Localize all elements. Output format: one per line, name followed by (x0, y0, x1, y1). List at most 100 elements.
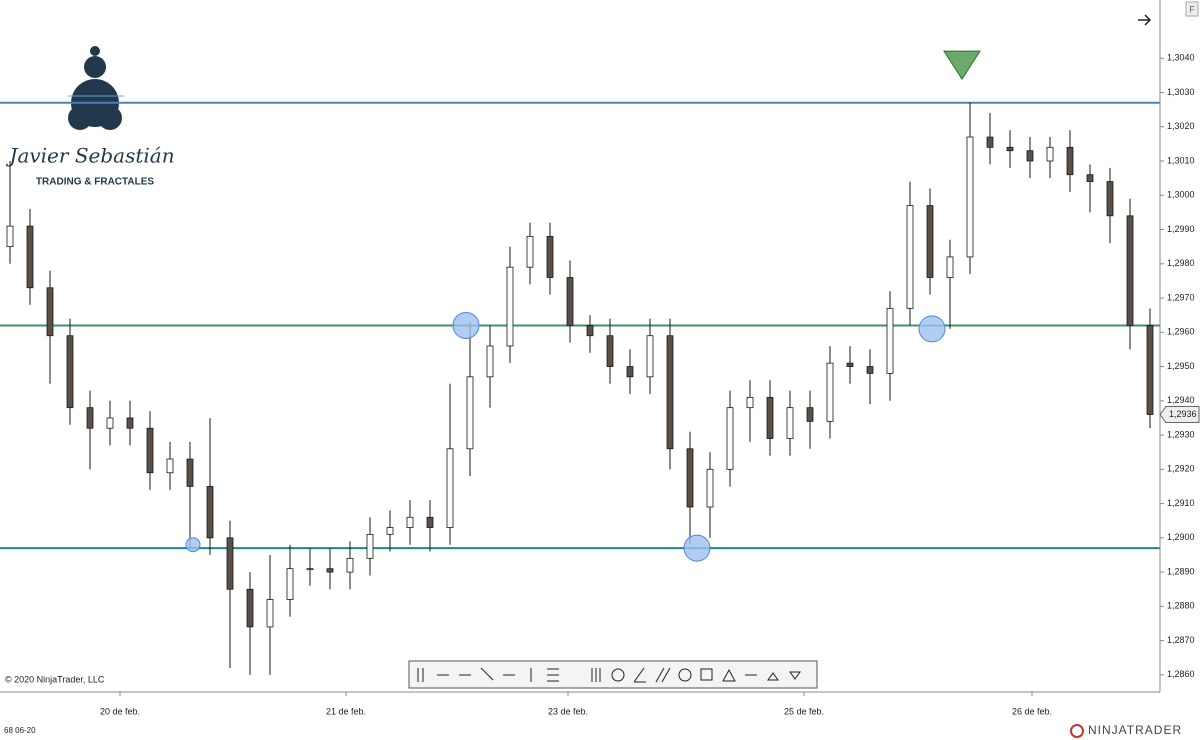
y-tick-label: 1,3010 (1167, 155, 1195, 165)
candle-body (1146, 325, 1154, 415)
candle-body (406, 516, 414, 528)
toolbar-icon[interactable] (678, 668, 692, 682)
candle-body (346, 557, 354, 573)
y-tick-label: 1,2990 (1167, 224, 1195, 234)
candle-body (626, 366, 634, 378)
price-circle (452, 311, 480, 339)
footer-left: 68 06-20 (4, 726, 36, 735)
candle-body (66, 335, 74, 409)
y-tick-label: 1,2910 (1167, 498, 1195, 508)
candle-body (1066, 146, 1074, 176)
candle-body (486, 345, 494, 378)
brand: NINJATRADER (1088, 723, 1182, 737)
candle-body (706, 468, 714, 508)
price-circle (918, 315, 946, 343)
candle-body (366, 534, 374, 559)
candle-body (326, 568, 334, 573)
candle-body (146, 427, 154, 474)
x-tick-label: 25 de feb. (784, 706, 824, 716)
candle-body (266, 599, 274, 628)
logo-name: Javier Sebastián (5, 144, 174, 168)
candle-body (906, 205, 914, 309)
y-tick-label: 1,2950 (1167, 361, 1195, 371)
last-price-label: 1,2936 (1169, 409, 1197, 419)
candle-body (446, 448, 454, 528)
candle-body (646, 335, 654, 378)
candle-body (886, 307, 894, 374)
copyright: © 2020 NinjaTrader, LLC (5, 674, 105, 684)
candle-body (186, 458, 194, 487)
candle-body (526, 235, 534, 268)
y-tick-label: 1,3040 (1167, 53, 1195, 63)
candle-body (286, 568, 294, 600)
candle-body (166, 458, 174, 474)
logo: Javier Sebastián TRADING & FRACTALES (5, 46, 175, 188)
y-tick-label: 1,2890 (1167, 566, 1195, 576)
candle-body (46, 287, 54, 337)
arrow-icon[interactable] (1138, 14, 1152, 26)
candle-body (946, 256, 954, 278)
candle-body (966, 136, 974, 258)
corner-label: F (1189, 4, 1195, 14)
candle-body (386, 527, 394, 535)
candle-body (826, 362, 834, 422)
candle-body (306, 568, 314, 571)
toolbar-icons[interactable] (417, 667, 671, 683)
y-tick-label: 1,2920 (1167, 464, 1195, 474)
x-tick-label: 20 de feb. (100, 706, 140, 716)
candle-body (586, 325, 594, 337)
candle-body (106, 417, 114, 429)
candle-body (666, 335, 674, 450)
y-tick-label: 1,2970 (1167, 292, 1195, 302)
plot (0, 50, 1160, 675)
candle-body (806, 407, 814, 422)
y-tick-label: 1,3030 (1167, 87, 1195, 97)
y-tick-label: 1,2880 (1167, 601, 1195, 611)
brand-icon (1070, 724, 1084, 738)
candle-body (566, 277, 574, 326)
candle-body (786, 407, 794, 439)
candle-body (246, 588, 254, 628)
price-circle (683, 534, 711, 562)
candle-body (6, 225, 14, 248)
candle-body (1126, 215, 1134, 326)
candle-body (86, 407, 94, 429)
candle-body (226, 537, 234, 590)
x-tick-label: 21 de feb. (326, 706, 366, 716)
candle-body (1106, 181, 1114, 217)
candle-body (1006, 146, 1014, 152)
candle-body (1046, 146, 1054, 162)
candle-body (206, 486, 214, 539)
candle-body (506, 266, 514, 347)
candle-body (606, 335, 614, 367)
y-tick-label: 1,2960 (1167, 327, 1195, 337)
signal-triangle (943, 50, 981, 81)
candle-body (1086, 174, 1094, 182)
x-tick-label: 23 de feb. (548, 706, 588, 716)
toolbar-icon[interactable] (611, 668, 625, 682)
y-tick-label: 1,2900 (1167, 532, 1195, 542)
candle-body (1026, 150, 1034, 162)
y-tick-label: 1,3020 (1167, 121, 1195, 131)
corner-box (1185, 1, 1199, 17)
last-price-box (1159, 406, 1200, 424)
candle-body (986, 136, 994, 148)
candle-body (126, 417, 134, 429)
y-tick-label: 1,2870 (1167, 635, 1195, 645)
candle-body (466, 376, 474, 450)
candle-body (866, 366, 874, 374)
candle-body (426, 516, 434, 528)
candle-body (766, 396, 774, 439)
candle-body (26, 225, 34, 289)
y-tick-label: 1,2940 (1167, 395, 1195, 405)
price-circle (185, 537, 201, 553)
toolbar-icon[interactable] (700, 668, 713, 681)
candle-body (846, 362, 854, 367)
candle-body (926, 205, 934, 278)
x-tick-label: 26 de feb. (1012, 706, 1052, 716)
toolbar-icons[interactable] (722, 668, 801, 682)
y-tick-label: 1,3000 (1167, 190, 1195, 200)
candle-body (746, 396, 754, 409)
